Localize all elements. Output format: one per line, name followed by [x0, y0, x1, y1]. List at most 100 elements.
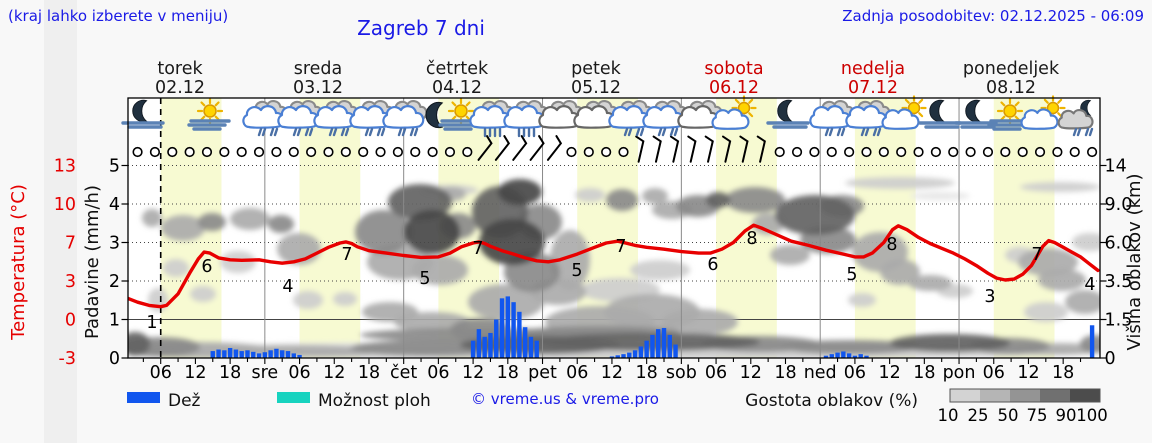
- calm-wind-circle-icon: [340, 146, 351, 158]
- day-name-label: četrtek: [426, 59, 489, 79]
- rain-marks: [517, 127, 536, 138]
- calm-wind-circle-icon: [948, 146, 959, 158]
- temp-axis-tick-label: 7: [65, 234, 76, 254]
- cloud-shape: [845, 105, 888, 129]
- weather-icon-cloud-drizzle-icon: [313, 100, 359, 137]
- x-axis-tick-label: 18: [913, 363, 935, 383]
- weather-icon-cloud-drizzle-icon: [608, 100, 654, 137]
- cloud-blob: [1020, 182, 1100, 192]
- calm-wind-circle-icon: [271, 146, 282, 158]
- weather-icon-cloud-drizzle-icon: [349, 100, 395, 137]
- precip-bar: [638, 346, 644, 358]
- calm-wind-circle-icon: [566, 146, 577, 158]
- x-axis-tick-label: 12: [878, 363, 900, 383]
- x-axis-tick-label: 12: [601, 363, 623, 383]
- precip-bar: [494, 319, 499, 358]
- day-name-label: sreda: [294, 59, 343, 79]
- precip-bar: [476, 329, 482, 358]
- showers-legend-label: Možnost ploh: [318, 391, 431, 411]
- precip-bar: [534, 340, 539, 358]
- weather-icon-cloud-drizzle-icon: [642, 100, 688, 137]
- wind-barb-icon: [739, 135, 749, 163]
- cloud-blob: [725, 187, 785, 213]
- calm-wind-circle-icon: [444, 146, 456, 158]
- plot-frame: [127, 97, 1101, 359]
- cloud-blob: [479, 219, 545, 265]
- day-name-label: petek: [571, 59, 622, 79]
- wind-barb-icon: [704, 135, 714, 163]
- precip-bar: [615, 355, 620, 358]
- drizzle-marks: [657, 127, 679, 137]
- cloud-blob: [148, 288, 168, 312]
- cloud-blob: [161, 215, 205, 241]
- cloud-blob: [642, 188, 668, 204]
- cloud-shape: [1020, 108, 1059, 130]
- precip-axis-label: Padavine (mm/h): [82, 185, 103, 339]
- precip-bar: [852, 355, 858, 358]
- calm-wind-circle-icon: [618, 146, 629, 158]
- temperature-value-label: 4: [1084, 275, 1095, 295]
- cloud-blob: [848, 293, 876, 307]
- cloud-blob: [780, 340, 920, 354]
- precip-bar: [835, 352, 840, 358]
- cloud-density-scale-label: 75: [1027, 406, 1048, 425]
- sun-disc: [1046, 101, 1060, 115]
- precip-bar: [262, 352, 268, 358]
- x-axis-tick-label: 06: [705, 363, 727, 383]
- precip-axis-tick-label: 2: [109, 272, 120, 292]
- precip-bar: [1089, 325, 1095, 358]
- calm-wind-circle-icon: [132, 146, 143, 158]
- temperature-value-label: 6: [707, 255, 718, 275]
- wind-barb-icon: [512, 135, 528, 161]
- calm-wind-circle-icon: [583, 146, 594, 158]
- x-axis-tick-label: 06: [150, 363, 172, 383]
- cloud-density-scale-label: 90: [1056, 406, 1077, 425]
- calm-wind-circle-icon: [982, 146, 994, 158]
- cloud-height-axis-tick-label: 0: [1105, 349, 1116, 369]
- cloud-shape: [538, 105, 581, 129]
- x-axis-tick-label: sob: [666, 363, 697, 383]
- rain-legend-label: Dež: [168, 391, 201, 411]
- precip-bar: [823, 355, 829, 358]
- temperature-value-label: 7: [615, 237, 626, 257]
- sun-disc: [737, 101, 751, 115]
- weather-icon-cloud-drizzle-icon: [382, 100, 428, 137]
- last-update: Zadnja posodobitev: 02.12.2025 - 06:09: [842, 7, 1144, 25]
- x-axis-tick-label: čet: [390, 363, 417, 383]
- weather-icon-cloud-rain-icon: [469, 100, 515, 138]
- drizzle-marks: [860, 127, 882, 137]
- precip-bar: [841, 351, 846, 358]
- calm-wind-circle-icon: [201, 146, 213, 158]
- weather-icon-cloud-icon: [573, 100, 619, 129]
- cloud-blob: [190, 286, 216, 302]
- temperature-value-label: 7: [341, 245, 352, 265]
- calm-wind-circle-icon: [253, 146, 265, 158]
- temperature-value-label: 8: [746, 229, 757, 249]
- cloud-shape: [242, 105, 285, 129]
- temp-axis-tick-label: 13: [54, 157, 76, 177]
- weather-icon-cloud-icon: [538, 100, 584, 129]
- cloud-blob: [706, 192, 730, 208]
- showers-legend-swatch: [277, 392, 310, 403]
- cloud-blob: [163, 259, 189, 277]
- x-axis-tick-label: 18: [774, 363, 796, 383]
- cloud-blob: [606, 189, 638, 211]
- drizzle-marks: [328, 127, 350, 137]
- x-axis-tick-label: 12: [1017, 363, 1039, 383]
- precip-bar: [644, 340, 649, 358]
- x-axis-tick-label: ned: [804, 363, 837, 383]
- cloud-blob: [880, 259, 920, 285]
- x-axis-tick-label: 18: [1052, 363, 1074, 383]
- calm-wind-circle-icon: [184, 146, 195, 158]
- copyright-link[interactable]: © vreme.us & vreme.pro: [471, 390, 659, 408]
- cloud-height-axis-tick-label: 14: [1105, 157, 1127, 177]
- weather-icon-cloud-drizzle-icon: [845, 100, 891, 137]
- x-axis-tick-label: 18: [358, 363, 380, 383]
- precip-bar: [621, 354, 626, 358]
- wind-barb-icon: [721, 135, 732, 163]
- temp-axis-label: Temperatura (°C): [8, 184, 29, 341]
- temp-axis-tick-label: 3: [65, 272, 76, 292]
- x-axis-tick-label: sre: [251, 363, 278, 383]
- cloud-density-gradient-segment: [980, 389, 1010, 402]
